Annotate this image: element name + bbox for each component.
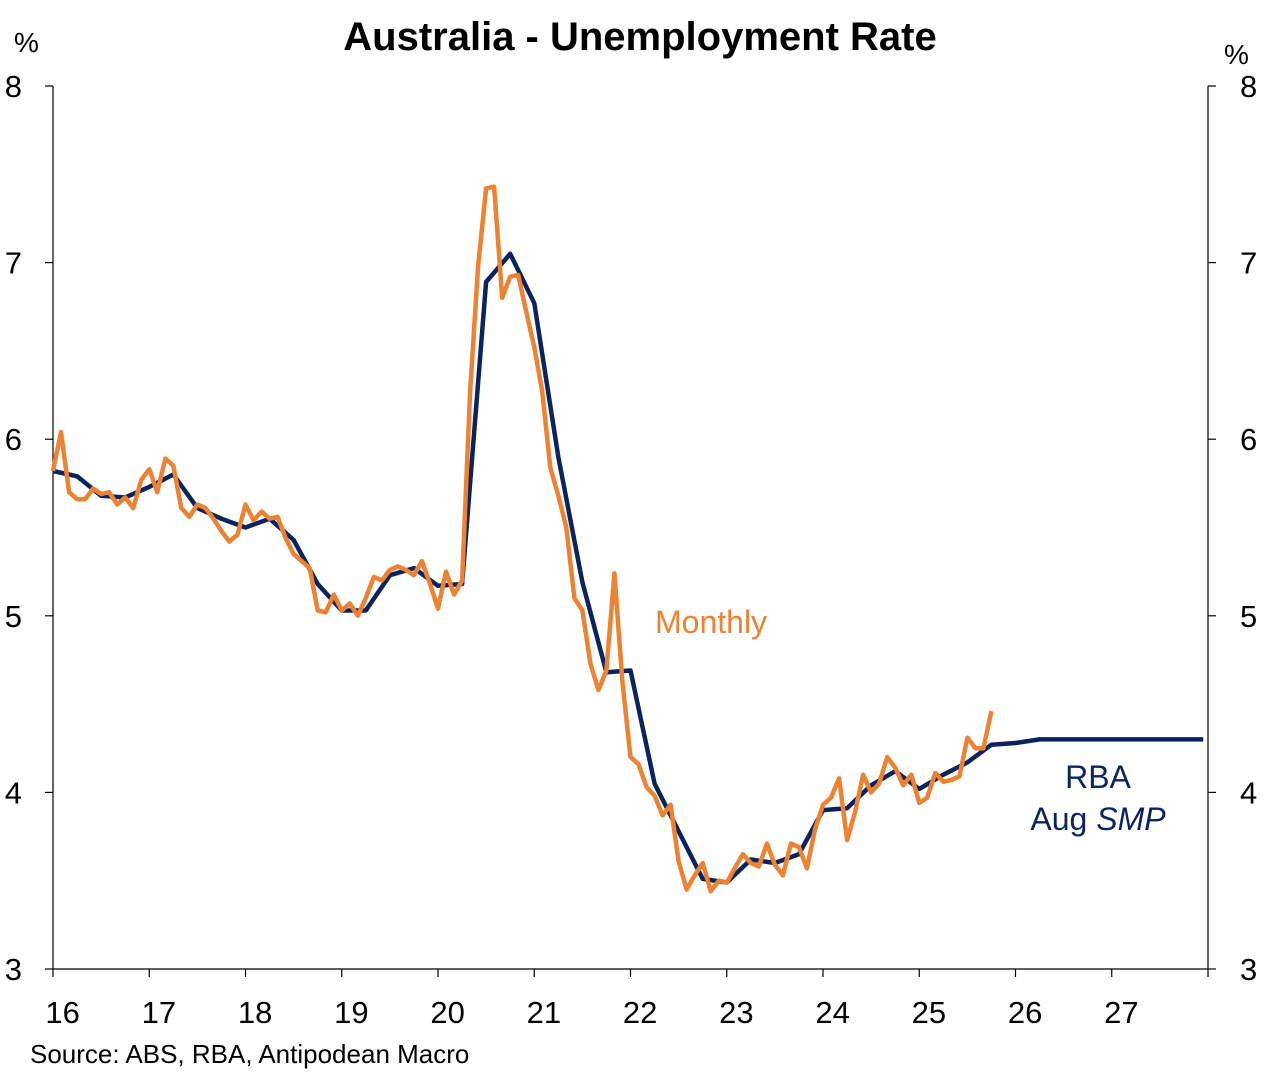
rba-series-label-line1: RBA bbox=[1065, 759, 1131, 795]
rba-series-label-line2: Aug SMP bbox=[1030, 801, 1166, 837]
x-tick-label-27: 27 bbox=[1104, 995, 1138, 1030]
left-y-tick-label-4: 4 bbox=[5, 775, 22, 810]
series-lines bbox=[50, 184, 1204, 894]
left-y-tick-label-6: 6 bbox=[5, 422, 22, 457]
x-tick-label-18: 18 bbox=[238, 995, 272, 1030]
right-axis-unit: % bbox=[1224, 39, 1249, 70]
x-tick-label-24: 24 bbox=[815, 995, 849, 1030]
right-y-tick-label-7: 7 bbox=[1240, 246, 1257, 281]
left-y-tick-label-7: 7 bbox=[5, 246, 22, 281]
left-y-tick-labels: 3 4 5 6 7 8 bbox=[5, 69, 22, 987]
x-tick-labels: 16 17 18 19 20 21 22 23 24 25 26 27 bbox=[45, 995, 1138, 1030]
left-y-tick-label-3: 3 bbox=[5, 952, 22, 987]
right-y-tick-label-4: 4 bbox=[1240, 775, 1257, 810]
axes bbox=[45, 85, 1216, 977]
right-y-tick-label-5: 5 bbox=[1240, 599, 1257, 634]
source-note: Source: ABS, RBA, Antipodean Macro bbox=[30, 1039, 469, 1069]
x-tick-label-20: 20 bbox=[430, 995, 464, 1030]
right-y-tick-label-6: 6 bbox=[1240, 422, 1257, 457]
series-line-monthly bbox=[50, 184, 994, 894]
series-line-rba-aug-smp bbox=[52, 251, 1204, 885]
x-tick-label-23: 23 bbox=[719, 995, 753, 1030]
left-y-tick-label-5: 5 bbox=[5, 599, 22, 634]
x-tick-label-19: 19 bbox=[334, 995, 368, 1030]
x-tick-label-22: 22 bbox=[623, 995, 657, 1030]
left-axis-unit: % bbox=[14, 27, 39, 58]
left-y-tick-label-8: 8 bbox=[5, 69, 22, 104]
right-y-tick-label-8: 8 bbox=[1240, 69, 1257, 104]
right-y-tick-labels: 3 4 5 6 7 8 bbox=[1240, 69, 1257, 987]
x-tick-label-25: 25 bbox=[912, 995, 946, 1030]
x-tick-label-26: 26 bbox=[1008, 995, 1042, 1030]
rba-label-prefix: Aug bbox=[1030, 801, 1096, 837]
monthly-series-label: Monthly bbox=[655, 604, 767, 640]
rba-label-smp: SMP bbox=[1096, 801, 1166, 837]
right-y-tick-label-3: 3 bbox=[1240, 952, 1257, 987]
x-tick-label-17: 17 bbox=[142, 995, 176, 1030]
x-tick-label-21: 21 bbox=[527, 995, 561, 1030]
x-tick-label-16: 16 bbox=[45, 995, 79, 1030]
chart-title: Australia - Unemployment Rate bbox=[343, 15, 936, 59]
